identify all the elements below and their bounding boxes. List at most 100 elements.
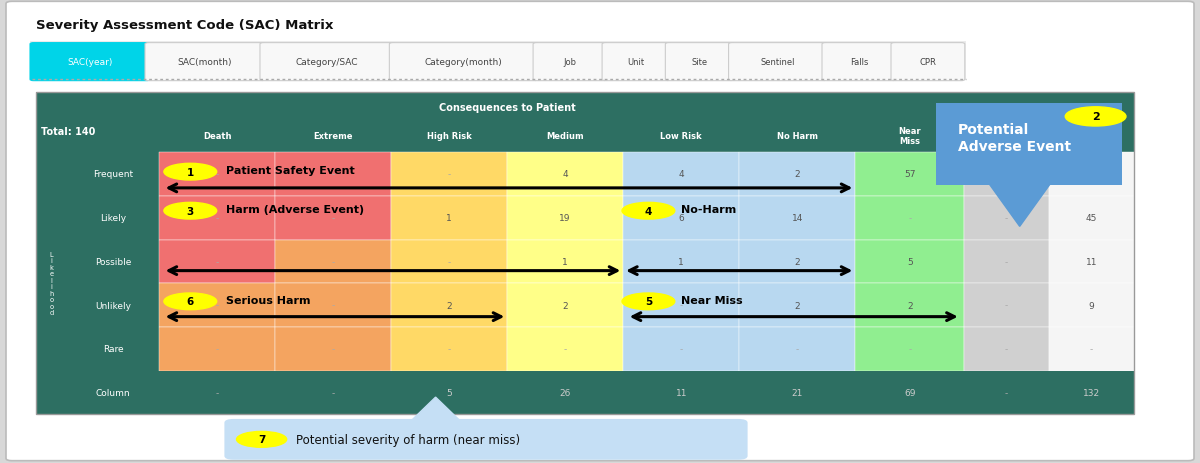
Text: Category(month): Category(month) xyxy=(425,58,503,67)
Text: Near
Miss: Near Miss xyxy=(899,126,922,146)
Text: 19: 19 xyxy=(559,214,571,223)
Bar xyxy=(965,153,1049,196)
Bar xyxy=(36,93,1134,414)
Text: -: - xyxy=(448,344,451,353)
Text: Patient Safety Event: Patient Safety Event xyxy=(227,165,355,175)
Bar xyxy=(965,240,1049,283)
Bar xyxy=(30,42,966,81)
Text: Total: 140: Total: 140 xyxy=(41,127,95,137)
Ellipse shape xyxy=(236,432,287,447)
Bar xyxy=(36,371,1134,414)
Text: -: - xyxy=(908,214,911,223)
Text: 57: 57 xyxy=(904,170,916,179)
Bar xyxy=(1049,240,1134,283)
Bar xyxy=(275,196,391,240)
Ellipse shape xyxy=(164,203,217,219)
FancyBboxPatch shape xyxy=(665,44,733,81)
Bar xyxy=(739,153,856,196)
Text: Category/SAC: Category/SAC xyxy=(296,58,359,67)
FancyBboxPatch shape xyxy=(602,44,670,81)
Bar xyxy=(508,327,623,371)
Text: 1: 1 xyxy=(678,257,684,266)
Text: 6: 6 xyxy=(678,214,684,223)
Bar xyxy=(275,283,391,327)
Text: Potential
Adverse Event: Potential Adverse Event xyxy=(958,123,1070,154)
Text: 1: 1 xyxy=(563,257,568,266)
FancyBboxPatch shape xyxy=(533,44,607,81)
Bar xyxy=(1049,153,1134,196)
Bar xyxy=(623,153,739,196)
Text: Medium: Medium xyxy=(546,131,584,140)
Text: -: - xyxy=(216,257,218,266)
FancyBboxPatch shape xyxy=(224,419,748,460)
Text: Unable: Unable xyxy=(990,131,1024,140)
Text: 26: 26 xyxy=(559,388,571,397)
FancyBboxPatch shape xyxy=(6,2,1194,461)
Text: Likely: Likely xyxy=(100,214,126,223)
Text: Falls: Falls xyxy=(850,58,868,67)
Text: 9: 9 xyxy=(1088,301,1094,310)
Text: 6: 6 xyxy=(187,297,194,307)
Text: 2: 2 xyxy=(1092,112,1099,122)
Bar xyxy=(508,283,623,327)
Text: 21: 21 xyxy=(792,388,803,397)
Bar xyxy=(856,240,965,283)
Bar xyxy=(391,283,508,327)
Text: 2: 2 xyxy=(446,301,452,310)
Text: 67: 67 xyxy=(1086,170,1097,179)
Bar xyxy=(623,283,739,327)
Bar xyxy=(391,196,508,240)
Text: 5: 5 xyxy=(644,297,652,307)
Text: -: - xyxy=(216,344,218,353)
Bar xyxy=(1049,327,1134,371)
Text: 7: 7 xyxy=(258,434,265,444)
Text: Harm (Adverse Event): Harm (Adverse Event) xyxy=(227,205,365,215)
Bar xyxy=(160,153,275,196)
Bar xyxy=(739,240,856,283)
Text: 14: 14 xyxy=(792,214,803,223)
Text: 69: 69 xyxy=(904,388,916,397)
Text: -: - xyxy=(1090,344,1093,353)
Text: Frequent: Frequent xyxy=(94,170,133,179)
Ellipse shape xyxy=(622,203,674,219)
Text: -: - xyxy=(216,301,218,310)
Text: High Risk: High Risk xyxy=(427,131,472,140)
Ellipse shape xyxy=(622,294,674,310)
Text: 132: 132 xyxy=(1082,388,1100,397)
Text: Site: Site xyxy=(691,58,708,67)
Bar xyxy=(275,240,391,283)
Text: Severity Assessment Code (SAC) Matrix: Severity Assessment Code (SAC) Matrix xyxy=(36,19,334,32)
Polygon shape xyxy=(990,185,1050,227)
Bar xyxy=(391,153,508,196)
Bar xyxy=(623,240,739,283)
Bar xyxy=(965,283,1049,327)
Ellipse shape xyxy=(164,294,217,310)
Text: 2: 2 xyxy=(794,257,800,266)
Text: 45: 45 xyxy=(1086,214,1097,223)
Text: -: - xyxy=(216,214,218,223)
FancyBboxPatch shape xyxy=(892,44,965,81)
Bar xyxy=(965,327,1049,371)
Bar xyxy=(160,240,275,283)
Text: Unlikely: Unlikely xyxy=(95,301,131,310)
Bar xyxy=(856,196,965,240)
Text: No Harm: No Harm xyxy=(776,131,817,140)
Text: Rare: Rare xyxy=(103,344,124,353)
Text: -: - xyxy=(796,344,799,353)
FancyBboxPatch shape xyxy=(822,44,896,81)
Text: 1: 1 xyxy=(446,214,452,223)
Text: -: - xyxy=(331,388,335,397)
Text: -: - xyxy=(216,388,218,397)
Text: -: - xyxy=(331,257,335,266)
Text: 2: 2 xyxy=(563,301,568,310)
FancyBboxPatch shape xyxy=(145,44,265,81)
Bar xyxy=(856,153,965,196)
Text: L
i
k
e
l
i
h
o
o
d: L i k e l i h o o d xyxy=(49,251,54,316)
Text: Consequences to Patient: Consequences to Patient xyxy=(439,103,576,113)
Text: Near Miss: Near Miss xyxy=(680,295,743,305)
Text: Row: Row xyxy=(1081,131,1102,140)
Polygon shape xyxy=(409,397,462,423)
Text: -: - xyxy=(679,301,683,310)
Bar xyxy=(508,240,623,283)
Text: 4: 4 xyxy=(644,206,652,216)
